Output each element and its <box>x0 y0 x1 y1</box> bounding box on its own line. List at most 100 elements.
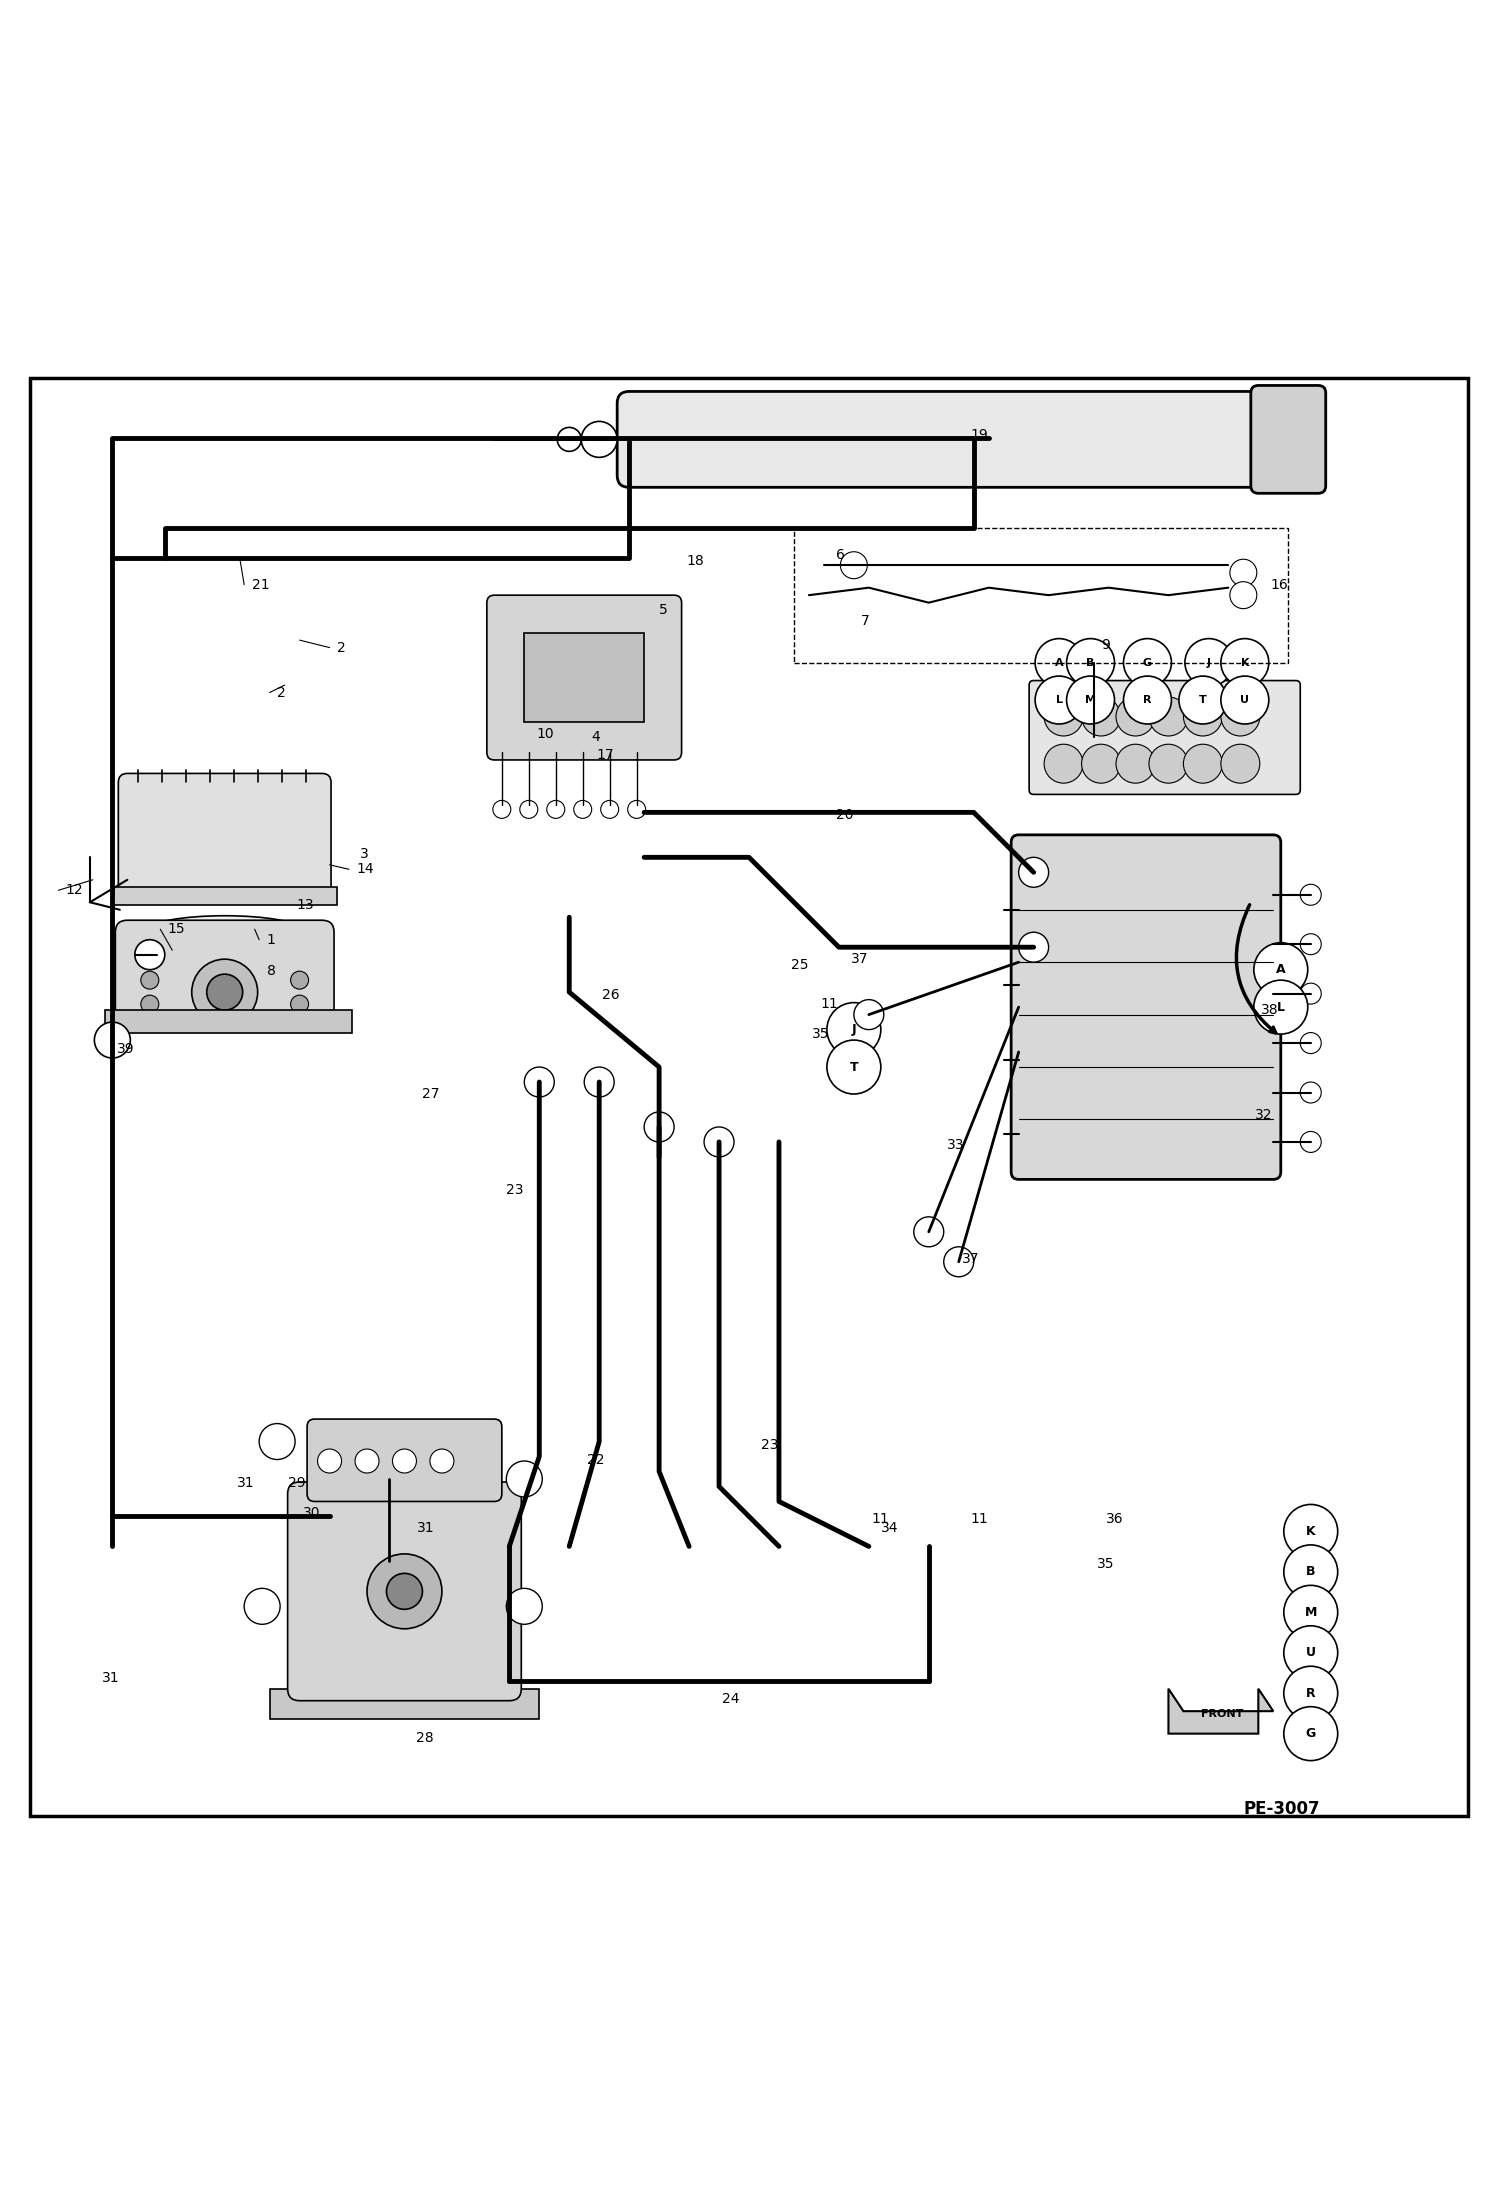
Text: J: J <box>851 1022 857 1036</box>
Circle shape <box>914 1218 944 1246</box>
Bar <box>794 529 1288 663</box>
Text: G: G <box>1306 1727 1315 1740</box>
Circle shape <box>1185 638 1233 687</box>
Text: 14: 14 <box>357 862 374 875</box>
Text: 8: 8 <box>267 963 276 979</box>
Text: L: L <box>1056 695 1062 704</box>
Circle shape <box>557 428 581 452</box>
Text: 33: 33 <box>947 1139 965 1152</box>
Text: T: T <box>1198 695 1207 704</box>
Circle shape <box>1183 744 1222 783</box>
Circle shape <box>1254 943 1308 996</box>
Circle shape <box>1082 698 1121 735</box>
Text: 38: 38 <box>1261 1003 1279 1018</box>
Text: B: B <box>1306 1564 1315 1577</box>
FancyBboxPatch shape <box>1011 836 1281 1180</box>
Text: 32: 32 <box>1255 1108 1273 1121</box>
Text: 7: 7 <box>861 614 870 627</box>
Text: M: M <box>1305 1606 1317 1619</box>
Circle shape <box>1116 698 1155 735</box>
Circle shape <box>1124 676 1171 724</box>
Text: 3: 3 <box>360 847 369 862</box>
Text: 23: 23 <box>761 1437 779 1452</box>
Circle shape <box>1116 744 1155 783</box>
Circle shape <box>1044 744 1083 783</box>
Circle shape <box>704 1128 734 1156</box>
Circle shape <box>581 421 617 456</box>
Text: G: G <box>1143 658 1152 667</box>
Circle shape <box>1230 559 1257 586</box>
Circle shape <box>318 1448 342 1472</box>
Circle shape <box>1300 884 1321 906</box>
Text: U: U <box>1240 695 1249 704</box>
Circle shape <box>1067 676 1115 724</box>
Polygon shape <box>1168 1689 1273 1733</box>
Bar <box>105 1009 352 1033</box>
Circle shape <box>1179 676 1227 724</box>
Text: K: K <box>1306 1525 1315 1538</box>
Text: R: R <box>1143 695 1152 704</box>
Text: 27: 27 <box>422 1086 440 1101</box>
Text: 5: 5 <box>659 603 668 617</box>
Circle shape <box>520 801 538 818</box>
Circle shape <box>944 1246 974 1277</box>
Circle shape <box>628 801 646 818</box>
Circle shape <box>1284 1707 1338 1760</box>
Text: 22: 22 <box>587 1452 605 1466</box>
Text: L: L <box>1276 1000 1285 1014</box>
Text: 36: 36 <box>1106 1512 1124 1527</box>
Text: 37: 37 <box>851 952 869 965</box>
Circle shape <box>1284 1545 1338 1599</box>
Circle shape <box>141 972 159 989</box>
FancyBboxPatch shape <box>1029 680 1300 794</box>
Text: A: A <box>1055 658 1064 667</box>
Circle shape <box>1019 858 1049 886</box>
Text: 23: 23 <box>506 1183 524 1198</box>
Text: 31: 31 <box>237 1477 255 1490</box>
FancyBboxPatch shape <box>1251 386 1326 494</box>
Text: 18: 18 <box>686 553 704 568</box>
Circle shape <box>1300 935 1321 954</box>
Text: 11: 11 <box>872 1512 890 1527</box>
Circle shape <box>386 1573 422 1610</box>
Circle shape <box>1300 983 1321 1005</box>
Circle shape <box>827 1040 881 1095</box>
Circle shape <box>1082 744 1121 783</box>
Circle shape <box>1221 698 1260 735</box>
Circle shape <box>1035 676 1083 724</box>
Text: 35: 35 <box>812 1027 830 1042</box>
Text: 4: 4 <box>592 731 601 744</box>
Circle shape <box>1254 981 1308 1033</box>
Text: 11: 11 <box>971 1512 989 1527</box>
Circle shape <box>601 801 619 818</box>
FancyBboxPatch shape <box>307 1420 502 1501</box>
FancyBboxPatch shape <box>115 919 334 1027</box>
Text: 15: 15 <box>168 921 186 937</box>
Text: 11: 11 <box>821 996 839 1011</box>
FancyBboxPatch shape <box>617 391 1270 487</box>
Circle shape <box>1230 581 1257 608</box>
Text: 28: 28 <box>416 1731 434 1744</box>
Circle shape <box>506 1461 542 1496</box>
Circle shape <box>1149 744 1188 783</box>
Circle shape <box>1067 638 1115 687</box>
Text: 35: 35 <box>1097 1558 1115 1571</box>
Text: 9: 9 <box>1101 638 1110 652</box>
Circle shape <box>1149 698 1188 735</box>
Text: 12: 12 <box>66 884 84 897</box>
Text: 39: 39 <box>117 1042 135 1055</box>
Text: J: J <box>1207 658 1210 667</box>
FancyBboxPatch shape <box>288 1481 521 1700</box>
Text: R: R <box>1306 1687 1315 1700</box>
Text: 29: 29 <box>288 1477 306 1490</box>
Bar <box>112 886 337 906</box>
Circle shape <box>367 1553 442 1628</box>
Text: B: B <box>1086 658 1095 667</box>
Text: 6: 6 <box>836 548 845 562</box>
Circle shape <box>1183 698 1222 735</box>
Circle shape <box>1035 638 1083 687</box>
Bar <box>270 1689 539 1718</box>
Circle shape <box>493 801 511 818</box>
Circle shape <box>1300 1132 1321 1152</box>
Circle shape <box>430 1448 454 1472</box>
